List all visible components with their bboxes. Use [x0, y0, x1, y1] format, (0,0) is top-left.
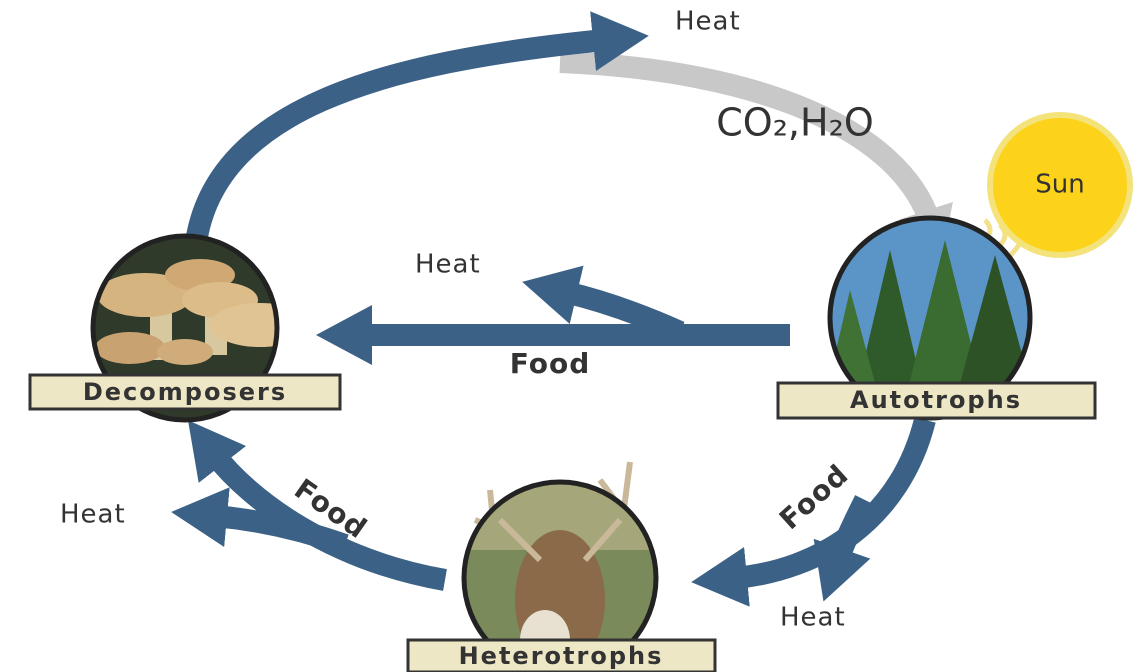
food-label: Food [510, 347, 591, 380]
heat-label: Heat [60, 500, 126, 530]
diagram: Sun Decomposers Autotrophs Heterotrophs [0, 0, 1142, 672]
node-label: Decomposers [83, 378, 287, 406]
node-label: Autotrophs [850, 386, 1022, 414]
heat-label: Heat [675, 7, 741, 37]
node-label: Heterotrophs [459, 642, 664, 670]
heat-label: Heat [780, 603, 846, 633]
heat-arrow [195, 40, 605, 250]
heat-label: Heat [415, 250, 481, 280]
heat-arrow [838, 500, 865, 560]
sun-label: Sun [1035, 170, 1084, 200]
cycle-label: CO₂,H₂O [716, 101, 873, 145]
